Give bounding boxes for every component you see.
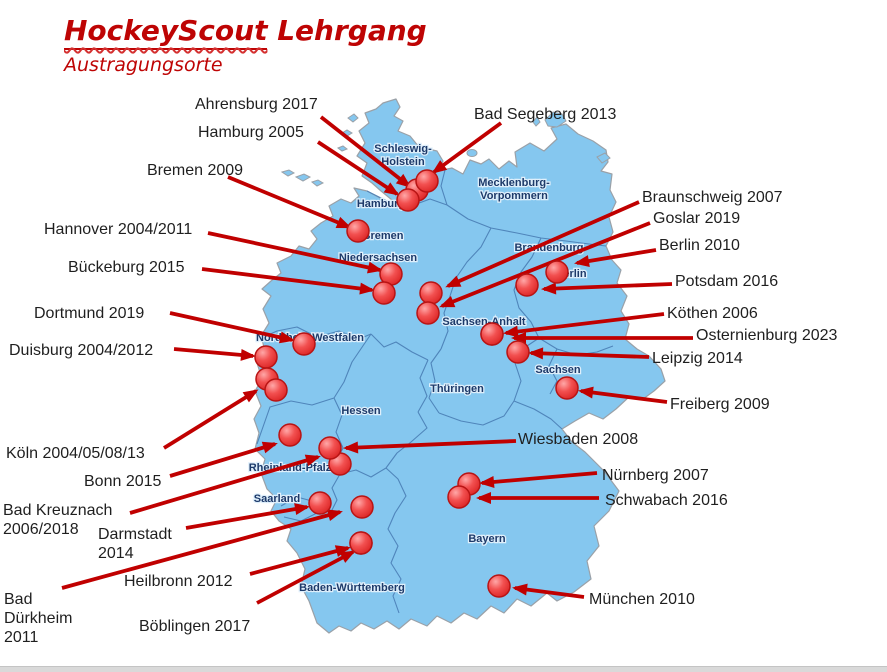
location-label: Heilbronn 2012 <box>124 573 233 590</box>
location-arrow <box>162 389 259 450</box>
location-label: Bad Segeberg 2013 <box>474 106 617 123</box>
location-arrow <box>207 231 383 274</box>
location-label: München 2010 <box>589 591 695 608</box>
location-label: Bad Dürkheim 2011 <box>4 591 73 647</box>
location-arrow <box>343 439 517 454</box>
location-label: Hamburg 2005 <box>198 124 304 141</box>
location-arrow <box>61 509 343 590</box>
location-arrow <box>227 175 352 229</box>
location-dot <box>254 345 278 369</box>
title-rest: Lehrgang <box>267 14 427 47</box>
location-label: Braunschweig 2007 <box>642 189 783 206</box>
location-arrow <box>249 545 351 576</box>
location-dot <box>515 273 539 297</box>
location-label: Dortmund 2019 <box>34 305 145 322</box>
location-arrows <box>61 115 693 605</box>
location-arrow <box>316 140 400 196</box>
germany-outline <box>253 98 666 634</box>
location-label: Köln 2004/05/08/13 <box>6 445 145 462</box>
location-dot <box>545 260 569 284</box>
location-arrow <box>503 312 665 338</box>
location-dots <box>254 169 579 598</box>
state-label: Sachsen <box>535 364 581 376</box>
location-label: Freiberg 2009 <box>670 396 770 413</box>
location-dot <box>506 340 530 364</box>
location-dot <box>346 219 370 243</box>
state-label: Hamburg <box>357 198 405 210</box>
location-arrow <box>129 454 321 515</box>
location-dot <box>416 301 440 325</box>
location-label: Bonn 2015 <box>84 473 162 490</box>
state-label: Bayern <box>468 533 506 545</box>
location-label: Köthen 2006 <box>667 305 758 322</box>
location-arrow <box>574 248 657 267</box>
location-dot <box>415 169 439 193</box>
location-dot <box>349 531 373 555</box>
state-label: Mecklenburg-Vorpommern <box>478 177 550 202</box>
location-arrow <box>185 503 310 530</box>
state-label: Saarland <box>254 493 300 505</box>
location-label: Nürnberg 2007 <box>602 467 709 484</box>
location-dot <box>555 376 579 400</box>
state-label: Hessen <box>341 405 380 417</box>
location-arrow <box>541 282 673 295</box>
location-label: Bremen 2009 <box>147 162 244 179</box>
state-label: Bremen <box>363 230 404 242</box>
location-label: Leipzig 2014 <box>652 350 743 367</box>
location-arrow <box>256 550 356 605</box>
location-label: Hannover 2004/2011 <box>44 221 193 238</box>
location-label: Potsdam 2016 <box>675 273 779 290</box>
location-label: Osternienburg 2023 <box>696 327 838 344</box>
state-label: Baden-Württemberg <box>299 582 405 594</box>
location-arrow <box>512 583 585 599</box>
location-label: Duisburg 2004/2012 <box>9 342 154 359</box>
title-main: HockeyScout <box>64 14 268 50</box>
state-label: Schleswig-Holstein <box>374 143 432 168</box>
location-dot <box>292 332 316 356</box>
location-dot <box>372 281 396 305</box>
location-label: Darmstadt 2014 <box>98 526 172 563</box>
location-label: Wiesbaden 2008 <box>518 431 639 448</box>
islands <box>280 111 611 187</box>
location-label: Bad Kreuznach 2006/2018 <box>3 502 113 539</box>
location-arrow <box>445 200 640 288</box>
location-dot <box>318 436 342 460</box>
page-subtitle: Austragungsorte <box>64 54 223 76</box>
location-dot <box>350 495 374 519</box>
location-arrow <box>169 441 278 478</box>
location-dot <box>487 574 511 598</box>
location-arrow <box>169 311 295 344</box>
location-dot <box>396 188 420 212</box>
page-title: HockeyScout Lehrgang <box>64 14 427 50</box>
location-label: Böblingen 2017 <box>139 618 251 635</box>
location-arrow <box>319 115 412 188</box>
location-arrow <box>431 121 503 174</box>
state-label: Niedersachsen <box>339 252 418 264</box>
location-dot <box>264 378 288 402</box>
location-dot <box>480 322 504 346</box>
location-dot <box>447 485 471 509</box>
location-label: Schwabach 2016 <box>605 492 728 509</box>
location-dot <box>419 281 443 305</box>
location-dot <box>278 423 302 447</box>
location-arrow <box>578 386 668 404</box>
location-arrow <box>201 267 375 295</box>
bottom-bar <box>0 666 887 672</box>
location-arrow <box>173 347 256 361</box>
location-arrow <box>439 221 651 308</box>
location-dot <box>308 491 332 515</box>
location-label: Bückeburg 2015 <box>68 259 185 276</box>
location-arrow <box>479 471 598 488</box>
location-label: Ahrensburg 2017 <box>195 96 318 113</box>
state-borders <box>256 169 614 614</box>
location-label: Berlin 2010 <box>659 237 740 254</box>
location-arrow <box>528 347 650 360</box>
location-label: Goslar 2019 <box>653 210 741 227</box>
state-label: Thüringen <box>430 383 484 395</box>
